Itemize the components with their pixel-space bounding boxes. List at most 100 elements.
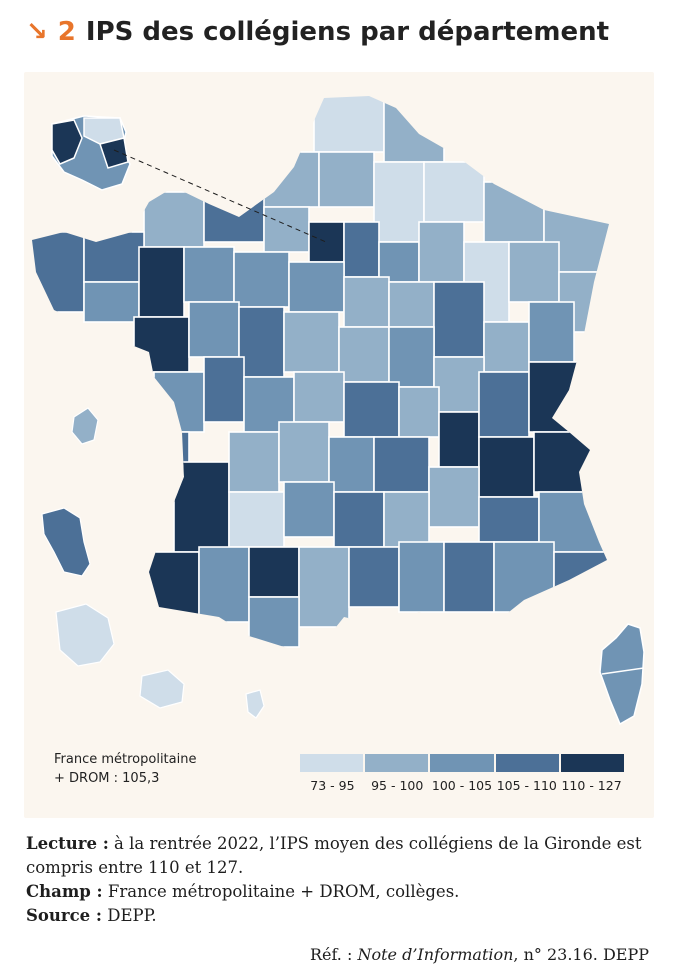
departement xyxy=(318,151,375,208)
departement xyxy=(478,496,540,543)
departement xyxy=(32,231,85,313)
legend-label: 110 - 127 xyxy=(561,778,622,793)
departement xyxy=(228,431,280,493)
la-reunion xyxy=(139,669,185,709)
departement xyxy=(478,436,535,498)
departement xyxy=(143,191,205,248)
departement xyxy=(293,371,345,423)
guyane xyxy=(55,603,115,667)
legend-label: 100 - 105 xyxy=(431,778,493,793)
caption-source: Source : DEPP. xyxy=(26,906,157,925)
departement xyxy=(133,316,190,373)
map-panel: France métropolitaine + DROM : 105,3 73 … xyxy=(24,72,654,818)
departement xyxy=(553,551,609,603)
departement xyxy=(418,221,465,283)
legend-label: 73 - 95 xyxy=(310,778,355,793)
departement xyxy=(343,221,380,278)
departement xyxy=(348,546,400,608)
arrow-down-right-icon: ↘ xyxy=(26,17,48,47)
departement xyxy=(313,96,385,153)
departement xyxy=(228,491,285,548)
legend-label: 105 - 110 xyxy=(496,778,557,793)
departement xyxy=(343,381,400,438)
caption-lecture: Lecture : à la rentrée 2022, l’IPS moyen… xyxy=(26,834,642,877)
average-note-line1: France métropolitaine xyxy=(54,752,197,767)
departement xyxy=(428,466,480,528)
departement xyxy=(188,301,240,358)
departement xyxy=(343,276,390,328)
departement xyxy=(388,326,435,388)
departement xyxy=(83,281,140,323)
average-note-line2: + DROM : 105,3 xyxy=(54,771,160,786)
legend-swatch xyxy=(300,754,364,772)
departement xyxy=(248,596,300,648)
departement xyxy=(398,386,440,438)
departement xyxy=(173,461,230,553)
departement xyxy=(298,546,350,628)
departement xyxy=(528,301,575,363)
departement xyxy=(443,541,495,613)
departement xyxy=(263,206,310,253)
legend-labels: 73 - 95 95 - 100 100 - 105 105 - 110 110 - 1… xyxy=(300,778,624,793)
metropole-departements xyxy=(32,96,609,648)
departement xyxy=(248,546,300,598)
departement xyxy=(143,551,200,623)
departement xyxy=(528,361,590,433)
departement xyxy=(378,241,420,283)
departement xyxy=(238,306,285,378)
corse xyxy=(599,623,645,726)
martinique xyxy=(41,507,91,577)
departement xyxy=(203,196,265,243)
legend-swatch xyxy=(495,754,559,772)
departement xyxy=(308,221,345,263)
caption-champ: Champ : France métropolitaine + DROM, co… xyxy=(26,882,460,901)
legend-swatch xyxy=(365,754,429,772)
legend: 73 - 95 95 - 100 100 - 105 105 - 110 110 - 1… xyxy=(300,754,625,793)
departement xyxy=(338,326,390,383)
figure-title-text: IPS des collégiens par département xyxy=(85,17,610,47)
departement xyxy=(283,481,335,538)
departement xyxy=(233,251,290,308)
departement xyxy=(438,411,480,468)
departement xyxy=(373,436,430,493)
brittany-inset xyxy=(51,115,327,243)
caption: Lecture : à la rentrée 2022, l’IPS moyen… xyxy=(26,832,646,928)
reference: Réf. : Note d’Information, n° 23.16. DEP… xyxy=(309,945,649,964)
departement xyxy=(153,371,205,433)
departement xyxy=(398,541,445,613)
departement xyxy=(278,421,330,483)
guadeloupe xyxy=(71,407,99,445)
departement xyxy=(383,491,430,548)
departement xyxy=(508,241,560,303)
average-note: France métropolitaine + DROM : 105,3 xyxy=(54,750,196,788)
departement xyxy=(533,431,595,493)
departement xyxy=(198,546,250,623)
legend-swatch xyxy=(560,754,625,772)
departement xyxy=(483,181,545,243)
departement xyxy=(383,96,445,163)
departement xyxy=(283,311,340,373)
departement xyxy=(493,541,555,613)
departement xyxy=(423,161,485,223)
departement xyxy=(478,371,530,438)
figure-number: 2 xyxy=(57,17,76,47)
departement xyxy=(373,161,425,243)
departement xyxy=(333,491,385,548)
departement xyxy=(288,261,345,313)
departement xyxy=(433,356,485,413)
departement xyxy=(328,436,375,493)
mayotte xyxy=(245,689,265,719)
figure-title: ↘ 2 IPS des collégiens par département xyxy=(26,12,609,52)
departement xyxy=(433,281,485,358)
departement xyxy=(483,321,530,373)
departement xyxy=(138,246,185,318)
departement xyxy=(248,151,320,208)
choropleth-map xyxy=(32,96,645,726)
legend-bar xyxy=(300,754,625,772)
departement xyxy=(388,281,435,328)
legend-swatch xyxy=(430,754,494,772)
departement xyxy=(183,246,235,303)
departement xyxy=(203,356,245,423)
departement xyxy=(83,231,145,283)
legend-label: 95 - 100 xyxy=(371,778,424,793)
